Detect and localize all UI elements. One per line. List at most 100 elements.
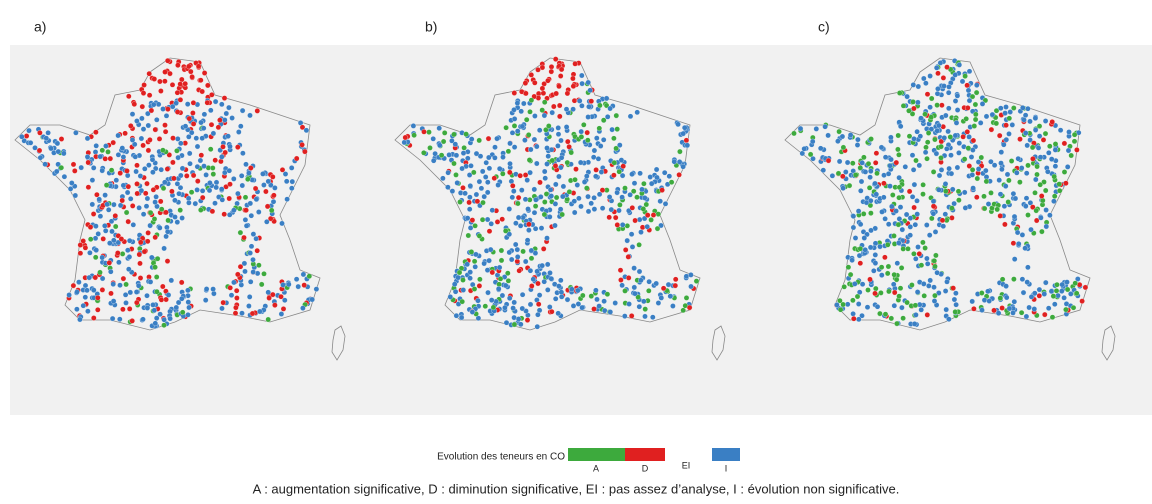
map-dot [941, 83, 947, 89]
map-dot [107, 240, 113, 246]
map-dot [541, 278, 547, 285]
map-dot [247, 200, 254, 207]
map-dot [158, 297, 165, 303]
map-dot [1059, 281, 1065, 288]
map-dot [575, 301, 582, 307]
map-dot [972, 101, 979, 108]
map-dot [238, 173, 245, 179]
map-dot [300, 305, 306, 311]
map-dot [72, 168, 78, 174]
map-dot [141, 82, 147, 88]
map-dot [843, 169, 849, 175]
map-dot [122, 130, 128, 137]
map-dot [185, 299, 192, 305]
map-dot [80, 302, 87, 309]
map-dot [1066, 129, 1072, 135]
map-dot [500, 154, 506, 160]
map-dot [844, 301, 851, 308]
map-dot [480, 199, 486, 206]
map-dot [799, 150, 806, 157]
map-dot [495, 286, 502, 292]
map-dot [526, 157, 533, 163]
map-dot [585, 193, 591, 200]
map-dot [1071, 131, 1078, 138]
corsica-outline [331, 325, 346, 361]
map-dot [518, 108, 524, 115]
map-dot [545, 153, 551, 159]
map-dot [941, 135, 948, 141]
map-dot [535, 311, 541, 318]
map-dot [1020, 289, 1027, 296]
map-dot [283, 178, 290, 185]
map-dot [1025, 105, 1031, 112]
map-dot [300, 271, 307, 278]
map-dot [946, 105, 952, 112]
map-dot [37, 130, 43, 136]
map-dot [1011, 256, 1018, 262]
map-dot [53, 168, 60, 175]
map-dot [631, 284, 638, 291]
map-dot [886, 288, 892, 295]
map-dot [624, 237, 630, 244]
map-dot [301, 282, 307, 288]
map-dot [112, 223, 119, 230]
map-dot [227, 285, 233, 291]
map-dot [662, 201, 669, 207]
map-dot [239, 310, 245, 316]
map-dot [201, 111, 208, 118]
map-dot [973, 111, 979, 118]
map-dot [147, 222, 153, 229]
map-dot [855, 136, 861, 143]
map-dot [548, 275, 555, 282]
map-dot [1015, 155, 1021, 162]
map-dot [613, 112, 620, 119]
map-dot [463, 131, 469, 137]
map-dot [820, 167, 827, 173]
map-dot [164, 166, 171, 172]
map-dot [969, 93, 976, 100]
map-dot [498, 247, 505, 254]
map-dot [70, 161, 77, 168]
map-dot [109, 228, 115, 235]
map-dot [558, 66, 565, 73]
map-dot [151, 307, 158, 314]
map-dot [897, 285, 904, 291]
map-dot [131, 141, 138, 148]
map-dot [91, 287, 97, 293]
map-dot [265, 178, 272, 185]
map-dot [905, 246, 911, 252]
map-dot [211, 290, 217, 297]
map-dot [511, 90, 518, 96]
map-dot [937, 60, 944, 66]
map-dot [558, 154, 565, 161]
map-dot [900, 246, 906, 252]
map-dot [650, 314, 656, 320]
map-dot [248, 243, 255, 250]
map-dot [85, 308, 91, 314]
map-dot [877, 310, 883, 317]
map-dot [522, 258, 529, 265]
map-dot [1052, 141, 1059, 147]
map-dot [993, 120, 1000, 127]
map-dot [867, 174, 873, 180]
map-dot [90, 165, 97, 171]
map-dot [527, 267, 534, 274]
map-dot [560, 193, 566, 200]
map-dot [293, 276, 300, 282]
map-dot [847, 132, 854, 138]
map-dot [1025, 264, 1031, 271]
map-dot [86, 274, 92, 281]
map-dot [111, 201, 117, 208]
map-dot [653, 166, 660, 173]
map-dot [578, 134, 585, 140]
map-dot [239, 182, 246, 189]
map-dot [920, 239, 926, 246]
map-dot [872, 160, 879, 166]
map-dot [105, 149, 111, 155]
map-dot [241, 234, 247, 241]
map-dot [547, 270, 553, 276]
map-dot [201, 70, 208, 76]
map-dot [1032, 290, 1038, 296]
map-dot [165, 292, 172, 298]
map-dot [1042, 187, 1049, 194]
